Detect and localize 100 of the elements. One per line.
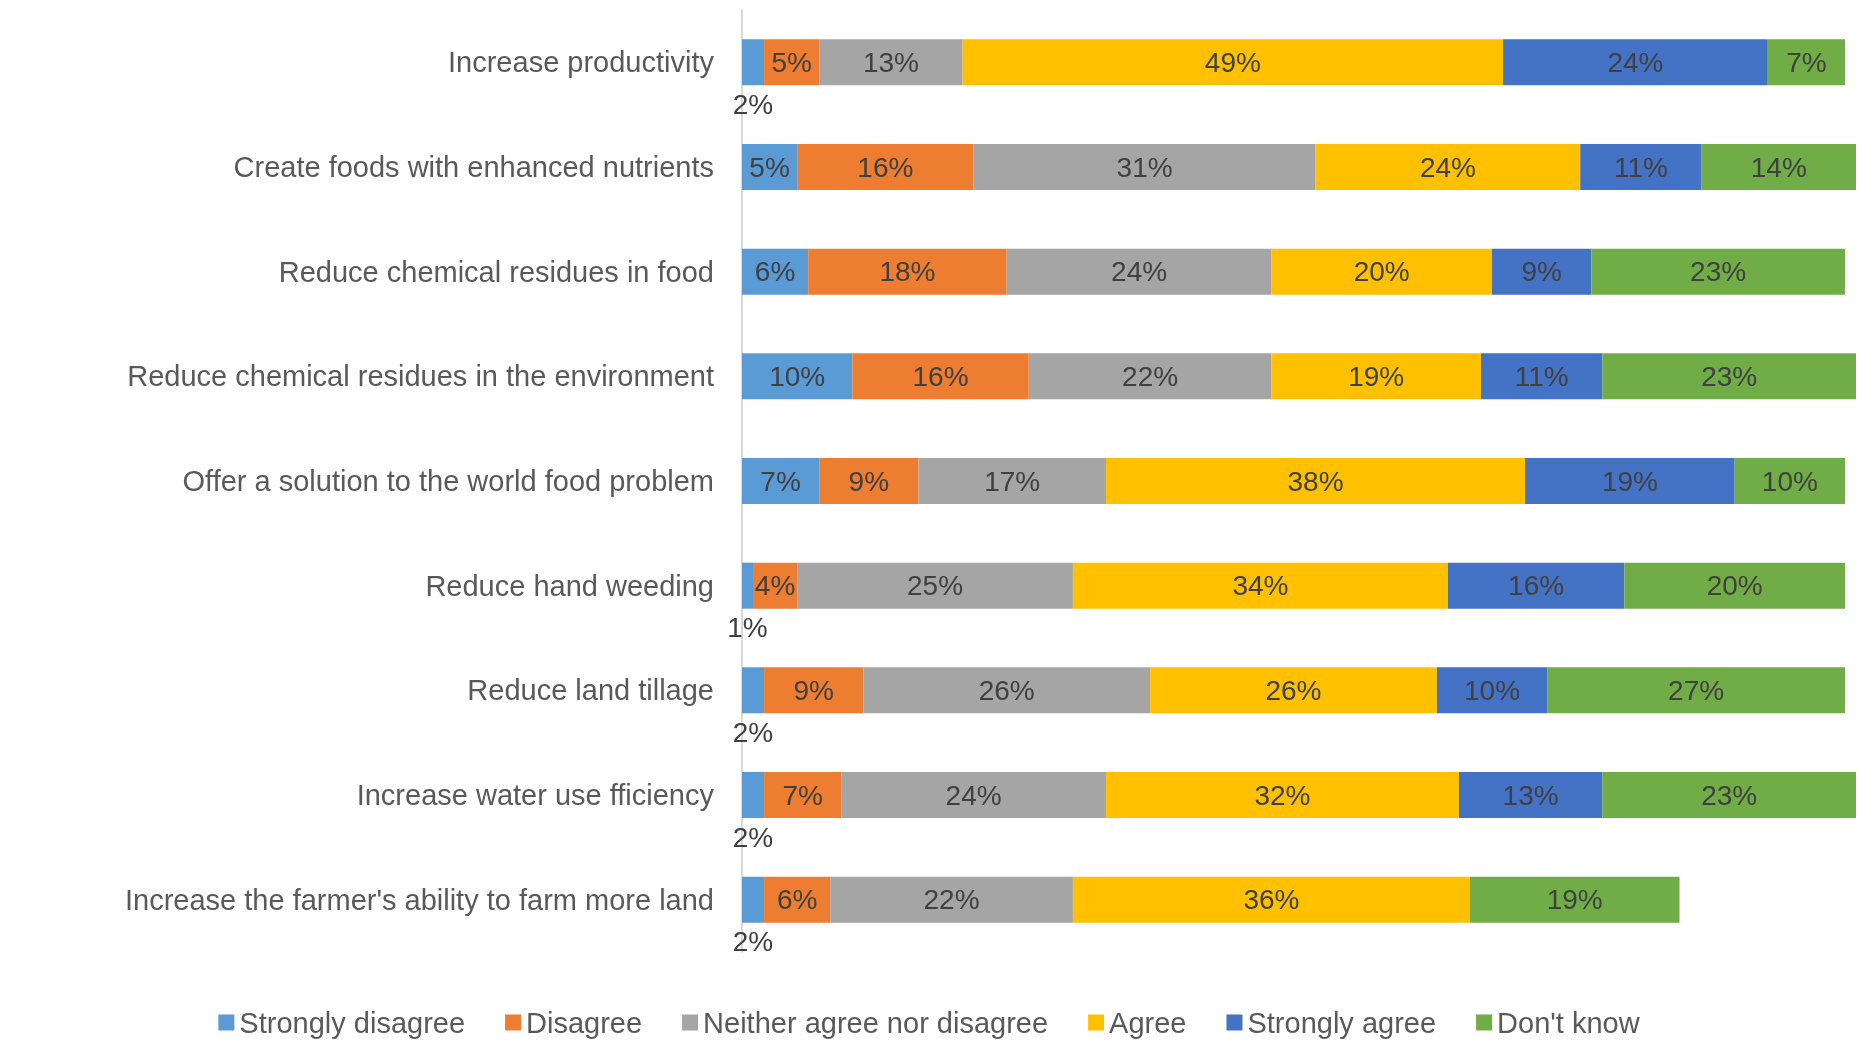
bar — [962, 39, 1504, 86]
data-label: 10% — [1464, 674, 1521, 706]
bar — [1447, 562, 1625, 609]
bar — [1591, 248, 1845, 295]
bar — [1105, 771, 1459, 819]
data-label: 31% — [1116, 151, 1173, 183]
y-tick-label: Offer a solution to the world food problem — [182, 465, 714, 497]
bar — [1072, 876, 1470, 923]
y-tick-label: Reduce land tillage — [467, 674, 714, 707]
bar — [1602, 353, 1856, 400]
bar — [1624, 562, 1845, 609]
data-label: 26% — [1265, 674, 1322, 706]
bar — [797, 562, 1073, 609]
data-label: 16% — [857, 151, 914, 183]
y-tick-label: Reduce hand weeding — [425, 569, 714, 602]
bar — [1028, 353, 1272, 400]
data-label: 24% — [1419, 151, 1476, 183]
y-tick-label: Increase productivity — [448, 46, 715, 79]
data-label: 20% — [1353, 256, 1410, 288]
bar — [1734, 457, 1845, 505]
bar — [1602, 771, 1856, 819]
data-label: 14% — [1750, 151, 1807, 183]
bar — [1315, 143, 1581, 191]
data-label: 19% — [1601, 465, 1658, 497]
data-label: 27% — [1668, 674, 1725, 706]
legend-label: Neither agree nor disagree — [703, 1006, 1049, 1039]
bar — [1525, 457, 1735, 505]
legend-label: Strongly disagree — [239, 1006, 466, 1039]
bar — [1580, 143, 1702, 191]
y-tick-label: Increase water use fficiency — [356, 779, 715, 811]
data-label: 19% — [1348, 360, 1405, 392]
data-label: 25% — [907, 570, 964, 602]
data-label: 23% — [1690, 256, 1747, 288]
data-label: 13% — [862, 46, 919, 78]
data-label: 26% — [978, 674, 1035, 706]
bar — [1492, 248, 1592, 295]
data-label: 24% — [945, 779, 1002, 811]
data-label: 7% — [782, 779, 823, 811]
data-label: 17% — [984, 465, 1041, 497]
bar — [1458, 771, 1603, 819]
bar — [742, 562, 754, 609]
bar — [819, 457, 919, 505]
data-label: 10% — [1761, 465, 1818, 497]
y-tick-label: Create foods with enhanced nutrients — [233, 151, 714, 183]
data-label: 11% — [1514, 360, 1569, 392]
y-tick-label: Increase the farmer's ability to farm more land — [125, 883, 714, 916]
bar — [1767, 39, 1845, 86]
data-label: 19% — [1546, 884, 1603, 916]
bar — [1436, 667, 1548, 714]
bar — [973, 143, 1316, 191]
data-label: 7% — [760, 465, 801, 497]
data-label: 10% — [769, 360, 826, 392]
bar — [1701, 143, 1856, 191]
bar — [742, 667, 765, 714]
data-label: 6% — [754, 256, 796, 288]
data-label: 18% — [879, 256, 936, 288]
bar — [797, 143, 974, 191]
data-label: 9% — [848, 465, 890, 497]
data-label: 5% — [771, 46, 812, 78]
bar — [764, 771, 842, 819]
bar — [830, 876, 1073, 923]
data-label: 49% — [1204, 46, 1261, 78]
data-label: 5% — [749, 151, 790, 183]
bar — [1469, 876, 1680, 923]
data-label: 13% — [1502, 779, 1559, 811]
data-label: 23% — [1701, 779, 1758, 811]
bar — [1271, 248, 1493, 295]
bar — [1150, 667, 1437, 714]
data-label: 11% — [1613, 151, 1668, 183]
bar — [1006, 248, 1272, 295]
bar — [852, 353, 1029, 400]
data-label: 6% — [776, 884, 818, 916]
bar — [742, 353, 853, 400]
data-label: 4% — [754, 570, 796, 602]
data-label: 36% — [1243, 884, 1300, 916]
bar — [1072, 562, 1448, 609]
bar — [742, 39, 765, 86]
legend-label: Disagree — [526, 1006, 643, 1039]
data-label: 34% — [1232, 570, 1289, 602]
data-label: 38% — [1287, 465, 1344, 497]
y-tick-label: Reduce chemical residues in the environment — [127, 360, 714, 393]
data-label: 16% — [1508, 570, 1565, 602]
bar — [863, 667, 1151, 714]
data-label: 22% — [1122, 360, 1179, 392]
data-label: 24% — [1111, 256, 1168, 288]
legend-label: Strongly agree — [1247, 1006, 1437, 1039]
data-label: 1% — [727, 612, 768, 644]
data-label: 32% — [1254, 779, 1311, 811]
data-label: 24% — [1607, 46, 1664, 78]
bar — [819, 39, 963, 86]
data-label: 2% — [732, 926, 774, 958]
data-label: 22% — [923, 884, 980, 916]
bar — [742, 771, 765, 819]
data-label: 16% — [912, 360, 969, 392]
bar — [1105, 457, 1526, 505]
data-label: 9% — [793, 674, 834, 706]
data-label: 2% — [732, 88, 774, 120]
data-label: 9% — [1521, 256, 1562, 288]
bar — [742, 876, 765, 923]
data-label: 2% — [732, 821, 774, 853]
